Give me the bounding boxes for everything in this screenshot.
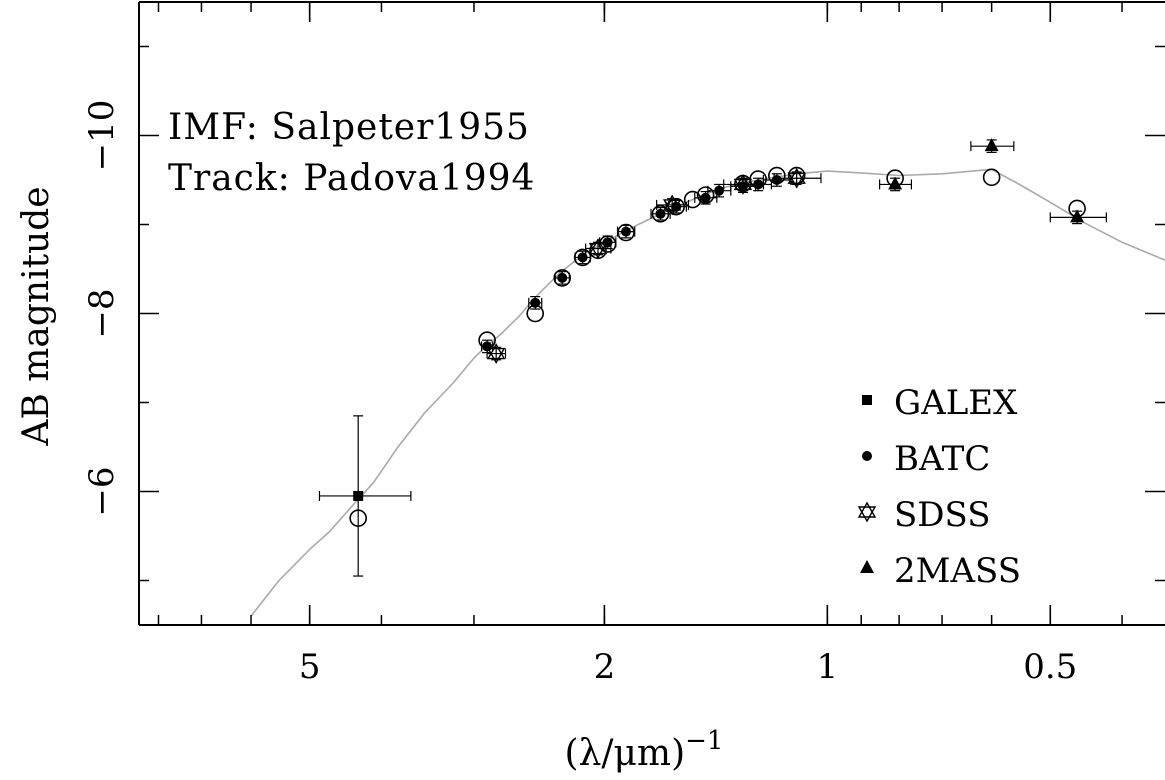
x-axis-title-base: (λ/μm)	[565, 733, 686, 774]
point-sdss-4	[787, 167, 806, 189]
point-2mass-1	[984, 138, 999, 152]
legend-label-galex: GALEX	[894, 383, 1018, 423]
point-model-0	[349, 509, 367, 528]
legend-label-2mass: 2MASS	[894, 551, 1021, 591]
point-sdss-4-up	[787, 167, 806, 184]
point-model-8	[651, 205, 670, 223]
legend-label-sdss: SDSS	[894, 495, 991, 535]
marker-layer	[349, 138, 1086, 528]
y-tick-label: −8	[82, 288, 122, 338]
y-tick-label: −6	[82, 466, 122, 516]
point-sdss-0	[486, 343, 506, 364]
point-model-11	[696, 186, 715, 204]
point-batc-8	[700, 192, 711, 203]
point-sdss-0-down	[486, 347, 506, 364]
point-sdss-1-down	[588, 242, 608, 259]
legend: GALEX BATC SDSS 2MASS	[857, 383, 1021, 591]
point-2mass-2	[1070, 209, 1085, 223]
point-sdss-1	[588, 238, 608, 259]
legend-label-batc: BATC	[894, 439, 990, 479]
x-axis-title: (λ/μm)−1	[565, 726, 724, 774]
legend-marker-2mass	[860, 560, 874, 573]
point-batc-11	[753, 179, 764, 190]
point-2mass-0	[888, 176, 903, 190]
point-batc-9	[714, 185, 725, 196]
point-model-7	[617, 223, 635, 242]
point-sdss-4-down	[787, 172, 806, 189]
annotation-track: Track: Padova1994	[168, 158, 535, 199]
point-galex-0	[353, 490, 364, 501]
x-axis-title-exponent: −1	[685, 726, 723, 756]
point-batc-5	[621, 226, 632, 237]
point-sdss-3-up	[733, 174, 753, 191]
legend-marker-batc	[862, 451, 872, 461]
point-model-4	[573, 248, 592, 267]
annotation-imf: IMF: Salpeter1955	[168, 107, 530, 148]
point-model-17	[982, 168, 1001, 187]
point-model-10	[683, 190, 702, 209]
x-tick-label: 5	[299, 647, 321, 687]
legend-marker-sdss-down	[857, 506, 877, 523]
annotation-group: IMF: Salpeter1955 Track: Padova1994	[168, 107, 535, 199]
point-batc-0	[482, 341, 493, 352]
x-tick-label: 1	[817, 647, 839, 687]
point-model-3	[553, 269, 572, 287]
x-tick-label: 2	[594, 647, 616, 687]
point-batc-3	[577, 252, 588, 263]
point-batc-6	[655, 208, 666, 219]
y-tick-label: −10	[82, 100, 122, 172]
tick-layer: 5 2 1 0.5 −6 −8 −10	[82, 2, 1165, 687]
point-sdss-0-up	[486, 343, 506, 360]
point-sdss-3-down	[733, 178, 753, 195]
point-batc-12	[771, 175, 782, 185]
point-sdss-3	[733, 174, 753, 195]
x-tick-label: 0.5	[1023, 647, 1077, 687]
point-sdss-1-up	[588, 238, 608, 255]
point-batc-1	[530, 297, 541, 308]
point-sdss-2-down	[662, 199, 682, 216]
point-batc-2	[557, 272, 568, 283]
point-sdss-2-up	[662, 194, 682, 211]
legend-marker-galex	[862, 395, 872, 405]
point-sdss-2	[662, 194, 682, 216]
legend-marker-sdss	[857, 501, 877, 523]
y-axis-title: AB magnitude	[16, 186, 57, 446]
legend-marker-sdss-up	[857, 501, 877, 518]
